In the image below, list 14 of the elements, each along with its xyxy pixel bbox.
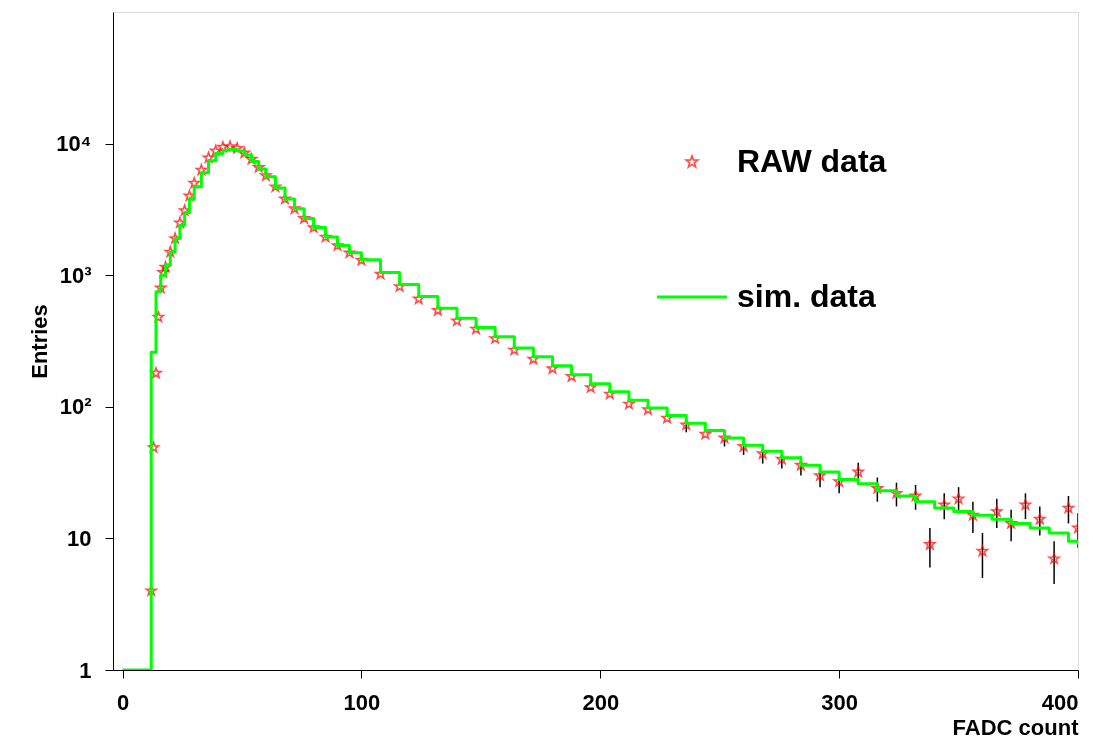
x-tick-label: 100 [343, 689, 381, 715]
x-axis-title: FADC count [952, 714, 1080, 740]
y-tick-label: 10³ [59, 262, 92, 288]
legend-label: sim. data [737, 278, 876, 314]
y-tick-label: 10 [67, 525, 92, 551]
legend-label: RAW data [737, 143, 887, 179]
x-tick-label: 0 [116, 689, 130, 715]
x-tick-label: 200 [582, 689, 620, 715]
y-axis-title: Entries [27, 304, 53, 379]
y-tick-label: 10² [59, 394, 92, 420]
y-tick-label: 10⁴ [56, 131, 92, 157]
x-tick-label: 400 [1041, 689, 1079, 715]
y-tick-label: 1 [79, 657, 92, 683]
x-tick-label: 300 [821, 689, 858, 715]
